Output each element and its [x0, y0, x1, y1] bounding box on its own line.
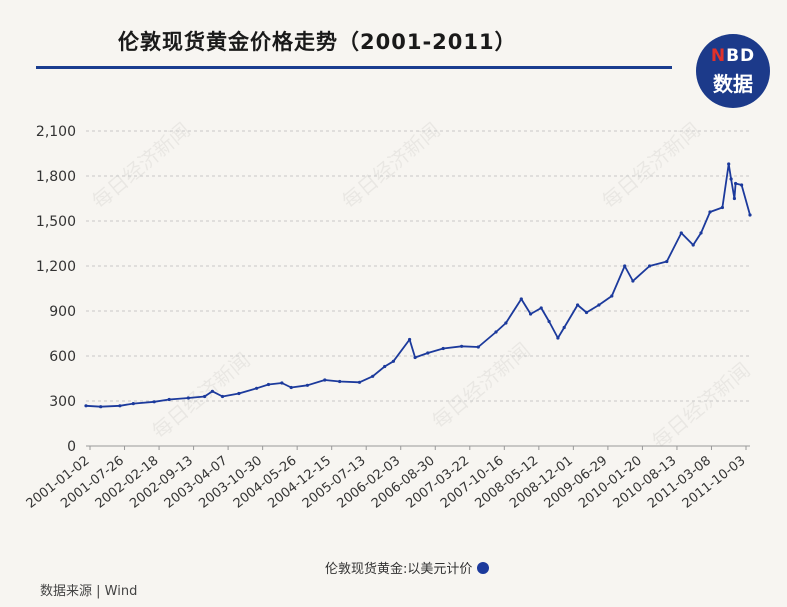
data-point: [371, 374, 375, 378]
data-point: [391, 359, 395, 363]
data-point: [562, 325, 566, 330]
data-point: [476, 345, 480, 349]
data-point: [648, 264, 652, 268]
data-point: [748, 213, 752, 217]
grid-lines: [86, 130, 750, 402]
series-line: [85, 163, 751, 408]
data-point: [203, 394, 207, 399]
data-point: [131, 402, 135, 406]
data-point: [84, 404, 88, 408]
legend: 伦敦现货黄金:以美元计价: [325, 558, 490, 577]
y-tick-label: 300: [49, 394, 76, 410]
data-point: [441, 346, 445, 351]
data-point: [305, 383, 309, 387]
data-point: [237, 391, 241, 396]
y-tick-label: 0: [67, 439, 76, 455]
data-point: [610, 294, 614, 298]
x-axis-ticks: 2001-01-022001-07-262002-02-182002-09-13…: [24, 446, 748, 512]
logo-top-letter: N: [710, 46, 727, 66]
data-point: [426, 351, 430, 355]
y-tick-label: 2,100: [36, 124, 76, 140]
data-point: [720, 205, 725, 210]
logo-top-text: NBD: [696, 46, 770, 66]
title-underline: [36, 66, 672, 69]
legend-dot-icon: [477, 561, 490, 574]
data-point: [584, 310, 589, 315]
y-tick-label: 1,800: [36, 169, 76, 185]
data-point: [167, 397, 171, 402]
data-point: [729, 177, 733, 181]
data-point: [623, 264, 627, 268]
data-point: [597, 303, 601, 307]
data-point: [494, 330, 498, 334]
legend-label: 伦敦现货黄金:以美元计价: [325, 562, 473, 577]
data-point: [732, 196, 737, 201]
series-layer: [84, 162, 752, 409]
data-point: [266, 382, 271, 387]
data-point: [210, 389, 214, 393]
data-point: [408, 337, 412, 342]
data-point: [556, 336, 560, 340]
data-point: [460, 344, 464, 348]
logo-bottom-text: 数据: [713, 72, 753, 96]
data-point: [727, 162, 731, 166]
data-source: 数据来源 | Wind: [40, 584, 138, 599]
data-point: [519, 297, 523, 301]
data-point: [99, 405, 103, 409]
page-title: 伦敦现货黄金价格走势（2001-2011）: [118, 30, 517, 54]
data-point: [708, 210, 712, 214]
data-point: [665, 259, 669, 264]
data-point: [740, 183, 744, 187]
data-point: [576, 303, 580, 307]
data-point: [691, 243, 695, 247]
data-point: [383, 364, 387, 369]
data-point: [679, 231, 683, 235]
data-point: [547, 319, 551, 324]
data-point: [323, 378, 327, 382]
y-tick-label: 600: [49, 349, 76, 365]
data-point: [289, 385, 293, 390]
data-point: [280, 381, 284, 385]
data-point: [529, 312, 533, 316]
y-tick-label: 1,200: [36, 259, 76, 275]
data-point: [220, 394, 225, 399]
data-point: [504, 321, 508, 325]
data-point: [357, 380, 362, 384]
data-point: [413, 355, 417, 360]
data-point: [118, 404, 122, 408]
y-axis-ticks: 0 300 600 900 1,200 1,500 1,800 2,100: [36, 124, 76, 455]
data-point: [699, 231, 703, 235]
data-point: [734, 181, 738, 186]
data-point: [338, 379, 342, 384]
y-tick-label: 900: [49, 304, 76, 320]
data-point: [631, 279, 635, 283]
y-tick-label: 1,500: [36, 214, 76, 230]
nbd-logo: NBD 数据: [696, 34, 770, 108]
data-point: [186, 396, 190, 400]
data-point: [152, 400, 156, 404]
data-point: [539, 306, 543, 310]
logo-top-rest: BD: [726, 46, 756, 66]
data-point: [255, 386, 259, 390]
